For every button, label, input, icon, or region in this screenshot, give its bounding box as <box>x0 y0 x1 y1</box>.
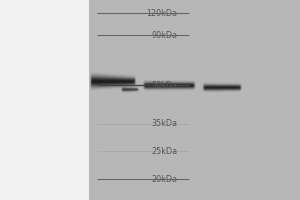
Text: 50kDa: 50kDa <box>151 81 177 90</box>
Text: 120kDa: 120kDa <box>146 8 177 18</box>
Bar <box>0 0 88 200</box>
Text: 25kDa: 25kDa <box>151 146 177 156</box>
Text: 35kDa: 35kDa <box>151 119 177 129</box>
Bar <box>88 0 300 200</box>
Text: 20kDa: 20kDa <box>151 174 177 184</box>
Text: 90kDa: 90kDa <box>151 30 177 40</box>
